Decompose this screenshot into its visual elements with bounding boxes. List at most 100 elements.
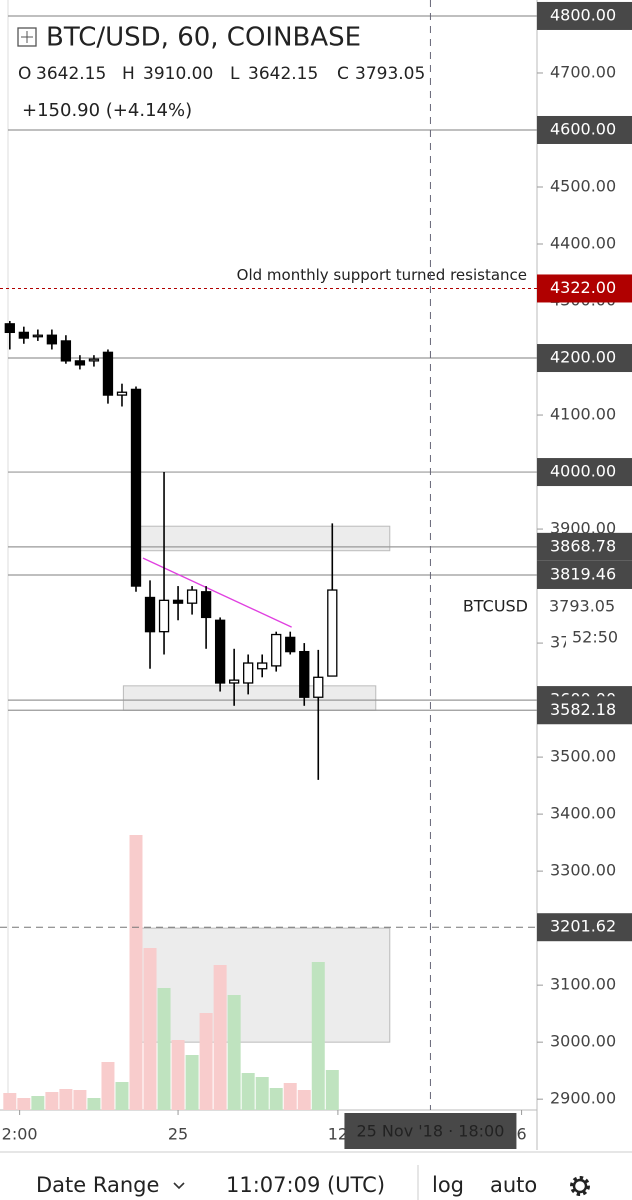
level-label-bg xyxy=(537,115,632,144)
ohlc-value: 3793.05 xyxy=(355,64,425,84)
volume-bar xyxy=(171,1040,185,1110)
x-tick-label: 25 xyxy=(168,1125,188,1144)
expand-icon[interactable] xyxy=(17,27,37,47)
ohlc-value: 3642.15 xyxy=(36,64,106,84)
resistance-note: Old monthly support turned resistance xyxy=(237,266,527,284)
volume-bar xyxy=(325,1070,339,1110)
level-label: 4800.00 xyxy=(550,5,616,24)
volume-bar xyxy=(59,1089,73,1110)
resistance-label: 4322.00 xyxy=(550,278,616,297)
toolbar: Date Range 11:07:09 (UTC) log auto xyxy=(36,1165,590,1200)
volume-bar xyxy=(115,1082,129,1110)
volume-bar xyxy=(157,988,171,1110)
trend-line xyxy=(142,557,292,628)
resistance-label-bg xyxy=(537,274,632,303)
header: BTC/USD, 60, COINBASE +150.90 (+4.14%) xyxy=(17,23,361,121)
volume-bar xyxy=(129,835,143,1110)
level-label: 4600.00 xyxy=(550,119,616,138)
x-tick-label: 12 xyxy=(328,1125,348,1144)
volume-bar xyxy=(241,1073,255,1110)
level-label-bg xyxy=(537,458,632,487)
candle-body xyxy=(158,599,170,633)
candle-body xyxy=(214,619,226,684)
crosshair-label-bg xyxy=(344,1113,517,1149)
volume-bar xyxy=(185,1055,199,1110)
candle-body xyxy=(271,633,282,667)
volume-bar xyxy=(269,1088,283,1110)
volume-bar xyxy=(3,1093,17,1110)
zone-box xyxy=(122,685,377,711)
last-price-bg xyxy=(538,593,632,622)
volume-bar xyxy=(297,1090,311,1110)
y-tick-label: 3300.00 xyxy=(550,861,616,880)
log-button[interactable]: log xyxy=(432,1173,464,1197)
candle-body xyxy=(285,636,296,653)
volume-bar xyxy=(45,1092,59,1110)
volume-bar xyxy=(227,995,241,1110)
y-tick-label: 4500.00 xyxy=(550,176,616,195)
candle-body xyxy=(130,388,142,587)
level-label: 4200.00 xyxy=(550,348,616,367)
volume-bar xyxy=(73,1090,87,1110)
volume-bar xyxy=(311,962,325,1110)
volume-bar xyxy=(101,1062,115,1110)
level-label: 3582.18 xyxy=(550,700,616,719)
y-tick-label: 4700.00 xyxy=(550,62,616,81)
candle-body xyxy=(243,662,254,684)
change: +150.90 (+4.14%) xyxy=(22,100,192,121)
date-range[interactable]: Date Range xyxy=(36,1173,159,1197)
candle-body xyxy=(88,358,100,362)
countdown-bg xyxy=(566,625,630,652)
volume-bar xyxy=(31,1096,45,1110)
y-tick-label: 3400.00 xyxy=(550,804,616,823)
ohlc-key: L xyxy=(230,64,240,84)
volume-bar xyxy=(213,965,227,1110)
y-tick-label: 4400.00 xyxy=(550,234,616,253)
candle-body xyxy=(228,679,240,684)
candle-body xyxy=(144,596,156,633)
candle-body xyxy=(102,351,114,396)
last-price-label: 3793.05 xyxy=(549,597,615,616)
dashed-level-label-bg xyxy=(537,913,632,942)
volume-bar xyxy=(17,1098,31,1110)
volume-bar xyxy=(199,1013,213,1110)
level-label: 3819.46 xyxy=(550,564,616,583)
crosshair-label: 25 Nov '18 · 18:00 xyxy=(356,1122,504,1141)
x-tick-label: 2:00 xyxy=(2,1125,38,1144)
auto-button[interactable]: auto xyxy=(490,1173,537,1197)
y-tick-label: 3900.00 xyxy=(550,519,616,538)
settings-gear[interactable] xyxy=(570,1176,590,1196)
x-tick-label: 6 xyxy=(516,1125,526,1144)
level-label: 4000.00 xyxy=(550,462,616,481)
candle-body xyxy=(327,589,338,677)
candle-body xyxy=(74,360,86,366)
chart-title: BTC/USD, 60, COINBASE xyxy=(46,23,361,53)
candle-body xyxy=(60,340,72,362)
chevron xyxy=(173,1182,185,1190)
level-label: 3868.78 xyxy=(550,536,616,555)
level-label-bg xyxy=(537,696,632,725)
volume-bar xyxy=(87,1098,101,1110)
y-tick-label: 2900.00 xyxy=(550,1089,616,1108)
y-tick-label: 4100.00 xyxy=(550,405,616,424)
gear-ring xyxy=(572,1178,588,1194)
candle-body xyxy=(200,591,212,619)
dashed-level-label: 3201.62 xyxy=(550,917,616,936)
clock: 11:07:09 (UTC) xyxy=(226,1173,385,1197)
candle-body xyxy=(257,662,268,670)
candle-body xyxy=(186,589,198,604)
zone-box xyxy=(136,927,391,1043)
y-tick-label: 3000.00 xyxy=(550,1032,616,1051)
candle-body xyxy=(46,334,58,345)
candle-body xyxy=(313,676,324,698)
countdown: 52:50 xyxy=(572,628,618,647)
level-label-bg xyxy=(537,344,632,373)
ohlc-key: H xyxy=(122,64,135,84)
gear-teeth xyxy=(570,1176,590,1196)
candle-body xyxy=(18,331,29,339)
level-label-bg xyxy=(537,560,632,589)
level-label-bg xyxy=(537,532,632,561)
ohlc-value: 3642.15 xyxy=(248,64,318,84)
volume-bar xyxy=(143,948,157,1110)
